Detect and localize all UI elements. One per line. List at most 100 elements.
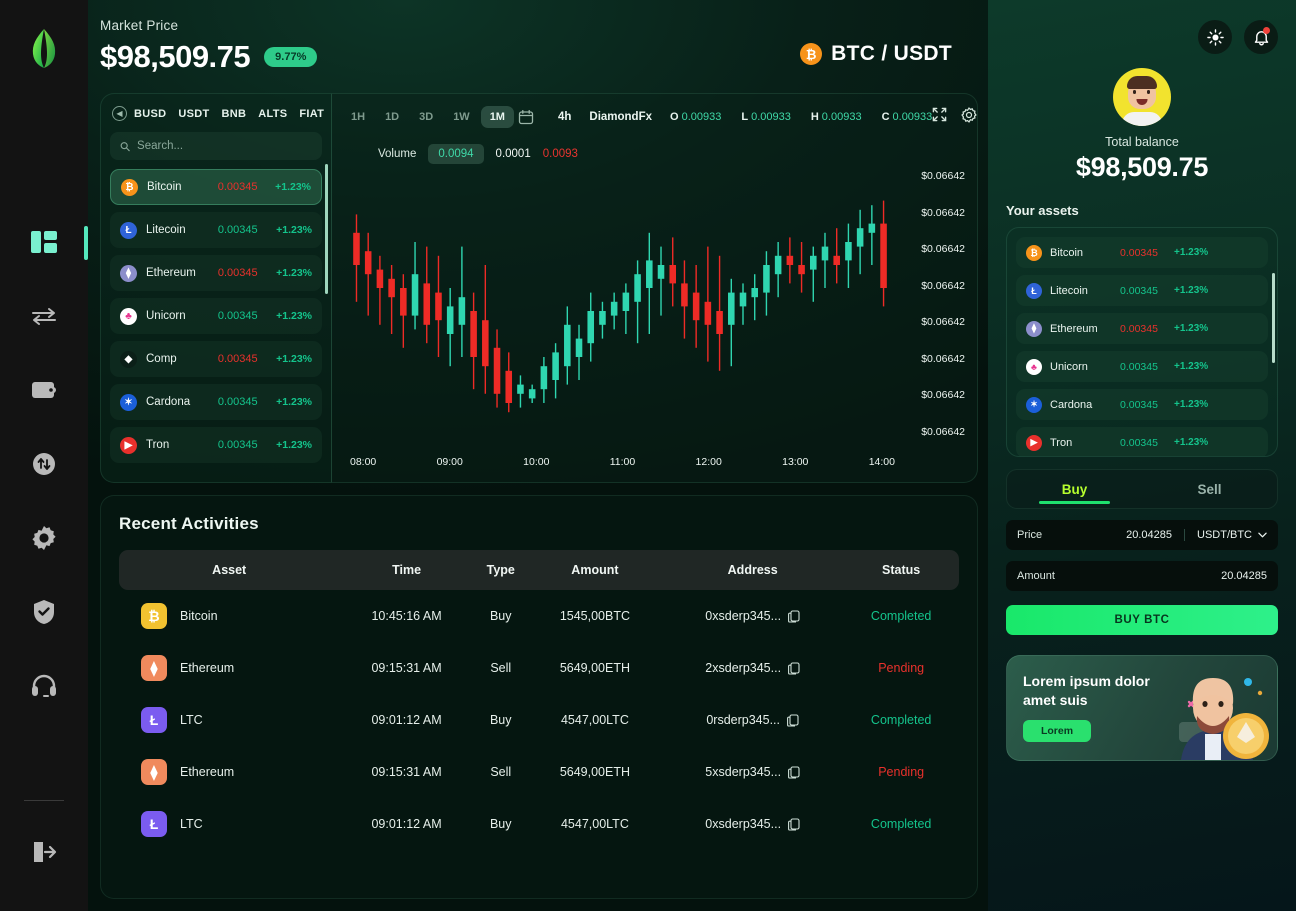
asset-icon: ⧫	[141, 655, 167, 681]
y-tick: $0.06642	[921, 206, 965, 219]
coin-name: Cardona	[146, 396, 191, 408]
search-input[interactable]	[110, 132, 322, 160]
coin-row[interactable]: ♣ Unicorn 0.00345 +1.23%	[110, 298, 322, 334]
ethereum-icon: ⧫	[120, 264, 137, 282]
ohlc-h: H 0.00933	[810, 111, 862, 123]
table-row[interactable]: ₿ Bitcoin 10:45:16 AM Buy 1545,00BTC 0xsderp3…	[119, 590, 959, 642]
promo-button[interactable]: Lorem	[1023, 719, 1091, 742]
asset-price: 0.00345	[1120, 322, 1158, 335]
timeframe-1m[interactable]: 1M	[480, 106, 514, 128]
cell-time: 09:01:12 AM	[371, 817, 442, 831]
left-sidebar	[0, 0, 88, 911]
timeframe-3d[interactable]: 3D	[419, 111, 434, 123]
timeframe-1w[interactable]: 1W	[453, 111, 470, 123]
x-tick: 11:00	[609, 456, 636, 468]
price-field[interactable]: Price 20.04285 USDT/BTC	[1006, 520, 1278, 550]
buy-btc-button[interactable]: BUY BTC	[1006, 605, 1278, 635]
sidebar-item-wallet[interactable]	[22, 372, 66, 408]
bell-icon[interactable]	[1244, 20, 1278, 54]
sidebar-item-transactions[interactable]	[22, 446, 66, 482]
price-value[interactable]: 20.04285	[1126, 529, 1172, 541]
sidebar-item-dashboard[interactable]	[22, 224, 88, 260]
coin-row[interactable]: Ł Litecoin 0.00345 +1.23%	[110, 212, 322, 248]
coin-change: +1.23%	[276, 439, 312, 451]
asset-price: 0.00345	[1120, 284, 1158, 297]
coin-price: 0.00345	[217, 181, 258, 193]
market-header: Market Price $98,509.75 9.77% ₿ BTC / US…	[100, 18, 978, 75]
cell-time: 09:01:12 AM	[371, 713, 442, 727]
sidebar-item-support[interactable]	[22, 668, 66, 704]
coin-list: ₿ Bitcoin 0.00345 +1.23% Ł Litecoin 0.00345 +1.…	[110, 169, 322, 463]
category-tab-fiat[interactable]: FIAT	[299, 107, 325, 120]
asset-icon: Ł	[141, 811, 167, 837]
trading-pair[interactable]: ₿ BTC / USDT	[800, 42, 952, 66]
panels-row: ◀ BUSD USDT BNB ALTS FIAT ▶ ₿ Bitcoin 0.00345 +…	[100, 93, 978, 483]
coin-row[interactable]: ₿ Bitcoin 0.00345 +1.23%	[110, 169, 322, 205]
asset-row[interactable]: ₿ Bitcoin 0.00345 +1.23%	[1016, 237, 1268, 268]
expand-icon[interactable]	[932, 107, 947, 127]
asset-row[interactable]: ▶ Tron 0.00345 +1.23%	[1016, 427, 1268, 456]
assets-card: ₿ Bitcoin 0.00345 +1.23% Ł Litecoin 0.00345 +1.…	[1006, 227, 1278, 457]
pair-select[interactable]: USDT/BTC	[1184, 529, 1267, 541]
coin-row[interactable]: ▶ Tron 0.00345 +1.23%	[110, 427, 322, 463]
logout-icon[interactable]	[31, 840, 57, 869]
copy-icon[interactable]	[788, 817, 800, 831]
pair-label: BTC / USDT	[831, 42, 952, 65]
amount-field[interactable]: Amount 20.04285	[1006, 561, 1278, 591]
copy-icon[interactable]	[788, 661, 800, 675]
asset-name: Ethereum	[180, 661, 235, 675]
coin-change: +1.23%	[276, 396, 312, 408]
assets-scrollbar[interactable]	[1272, 273, 1275, 363]
list-scrollbar[interactable]	[325, 164, 328, 294]
asset-change: +1.23%	[1174, 399, 1209, 410]
address-text: 2xsderp345...	[705, 661, 782, 675]
table-body: ₿ Bitcoin 10:45:16 AM Buy 1545,00BTC 0xsderp3…	[119, 590, 959, 850]
sidebar-item-security[interactable]	[22, 594, 66, 630]
asset-name: Ethereum	[180, 765, 235, 779]
coin-row[interactable]: ✶ Cardona 0.00345 +1.23%	[110, 384, 322, 420]
asset-row[interactable]: ⧫ Ethereum 0.00345 +1.23%	[1016, 313, 1268, 344]
table-row[interactable]: Ł LTC 09:01:12 AM Buy 4547,00LTC 0xsderp345..…	[119, 798, 959, 850]
coin-row[interactable]: ◆ Comp 0.00345 +1.23%	[110, 341, 322, 377]
sun-icon[interactable]	[1198, 20, 1232, 54]
user-avatar[interactable]	[1113, 68, 1171, 126]
asset-change: +1.23%	[1174, 247, 1209, 258]
search-field[interactable]	[137, 140, 312, 152]
search-icon	[120, 141, 130, 151]
category-tab-busd[interactable]: BUSD	[134, 107, 167, 120]
copy-icon[interactable]	[788, 609, 800, 623]
coin-row[interactable]: ⧫ Ethereum 0.00345 +1.23%	[110, 255, 322, 291]
promo-card[interactable]: Lorem ipsum dolor amet suis Lorem	[1006, 655, 1278, 761]
volume-value-3: 0.0093	[542, 148, 578, 160]
column-header-asset: Asset	[212, 563, 247, 577]
main-content: Market Price $98,509.75 9.77% ₿ BTC / US…	[88, 0, 988, 911]
cell-asset: Ł LTC	[119, 694, 339, 746]
gear-icon[interactable]	[961, 106, 977, 128]
tab-buy[interactable]: Buy	[1007, 470, 1142, 508]
amount-value[interactable]: 20.04285	[1221, 570, 1267, 582]
y-tick: $0.06642	[921, 316, 965, 329]
timeframe-1d[interactable]: 1D	[385, 111, 400, 123]
asset-row[interactable]: Ł Litecoin 0.00345 +1.23%	[1016, 275, 1268, 306]
asset-price: 0.00345	[1120, 360, 1158, 373]
category-tab-alts[interactable]: ALTS	[258, 107, 288, 120]
table-row[interactable]: ⧫ Ethereum 09:15:31 AM Sell 5649,00ETH 5xsder…	[119, 746, 959, 798]
market-price-block: Market Price $98,509.75 9.77%	[100, 18, 318, 75]
cell-time: 09:15:31 AM	[371, 661, 442, 675]
sidebar-item-exchange[interactable]	[22, 298, 66, 334]
copy-icon[interactable]	[787, 713, 799, 727]
category-tab-usdt[interactable]: USDT	[178, 107, 210, 120]
category-tab-bnb[interactable]: BNB	[221, 107, 247, 120]
table-row[interactable]: ⧫ Ethereum 09:15:31 AM Sell 5649,00ETH 2xsder…	[119, 642, 959, 694]
candlestick-chart[interactable]: $0.06642 $0.06642 $0.06642 $0.06642 $0.06642…	[342, 170, 967, 470]
copy-icon[interactable]	[788, 765, 800, 779]
calendar-icon[interactable]	[518, 109, 534, 125]
chevron-left-icon[interactable]: ◀	[112, 106, 127, 121]
timeframe-1h[interactable]: 1H	[351, 111, 366, 123]
table-row[interactable]: Ł LTC 09:01:12 AM Buy 4547,00LTC 0rsderp345..…	[119, 694, 959, 746]
sidebar-item-settings[interactable]	[22, 520, 66, 556]
tab-sell[interactable]: Sell	[1197, 481, 1222, 497]
asset-row[interactable]: ✶ Cardona 0.00345 +1.23%	[1016, 389, 1268, 420]
asset-row[interactable]: ♣ Unicorn 0.00345 +1.23%	[1016, 351, 1268, 382]
diamondfx-logo[interactable]	[18, 22, 70, 74]
